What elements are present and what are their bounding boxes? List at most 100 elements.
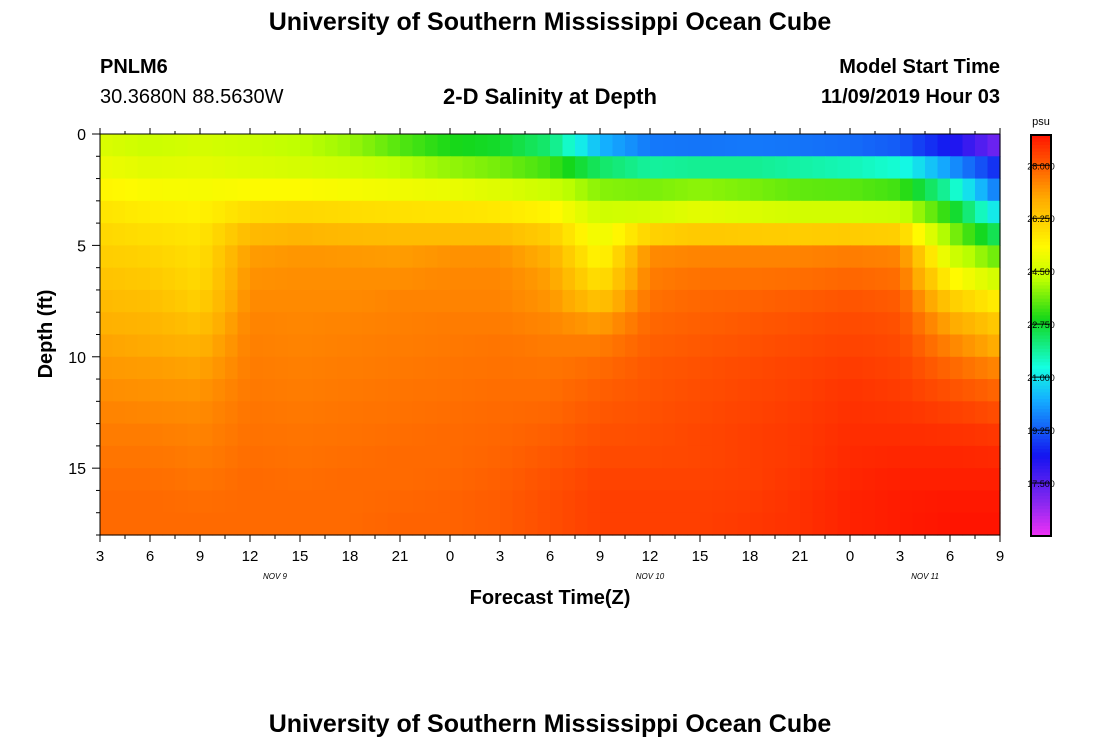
heatmap-cell [312,512,326,536]
heatmap-cell [462,223,476,246]
colorbar-segment [1031,479,1051,484]
heatmap-cell [900,267,914,291]
heatmap-cell [437,289,451,313]
heatmap-cell [625,356,639,380]
heatmap-cell [837,245,851,269]
heatmap-cell [762,334,776,358]
heatmap-cell [787,289,801,313]
colorbar-segment [1031,328,1051,333]
heatmap-cell [312,156,326,180]
heatmap-cell [425,445,439,469]
heatmap-cell [775,267,789,291]
heatmap-cell [462,334,476,358]
heatmap-cell [687,356,701,380]
heatmap-cell [325,178,339,202]
heatmap-cell [212,490,226,514]
heatmap-cell [525,401,539,425]
heatmap-cell [587,134,601,157]
heatmap-cell [475,468,489,492]
heatmap-cell [812,401,826,425]
x-tick-label: 18 [342,548,359,565]
heatmap-cell [375,468,389,492]
heatmap-cell [337,156,351,180]
heatmap-cell [675,445,689,469]
heatmap-cell [112,445,126,469]
heatmap-cell [187,134,201,157]
heatmap-cell [737,356,751,380]
colorbar-segment [1031,138,1051,143]
heatmap-cell [262,245,276,269]
heatmap-cell [437,356,451,380]
heatmap-cell [662,134,676,157]
heatmap-cell [400,334,414,358]
heatmap-cell [250,200,264,224]
heatmap-cell [400,512,414,536]
heatmap-cell [437,267,451,291]
heatmap-cell [687,223,701,246]
heatmap-cell [650,134,664,157]
colorbar-segment [1031,215,1051,220]
heatmap-cell [400,423,414,447]
heatmap-cell [800,223,814,246]
heatmap-cell [487,401,501,425]
colorbar-segment [1031,285,1051,290]
heatmap-cell [762,512,776,536]
heatmap-cell [600,134,614,157]
heatmap-cell [112,490,126,514]
heatmap-cell [187,423,201,447]
heatmap-cell [562,512,576,536]
heatmap-cell [662,334,676,358]
heatmap-cell [787,200,801,224]
heatmap-cell [512,379,526,402]
heatmap-cell [187,379,201,402]
heatmap-cell [162,134,176,157]
heatmap-cell [900,245,914,269]
x-tick-label: 12 [242,548,259,565]
colorbar-segment [1031,519,1051,524]
heatmap-cell [300,356,314,380]
heatmap-cell [400,468,414,492]
colorbar-segment [1031,268,1051,273]
heatmap-cell [250,156,264,180]
colorbar-segment [1031,395,1051,400]
heatmap-cell [375,512,389,536]
heatmap-cell [762,267,776,291]
heatmap-cell [162,490,176,514]
heatmap-cell [750,379,764,402]
heatmap-cell [400,200,414,224]
heatmap-cell [500,512,514,536]
heatmap-cell [412,334,426,358]
heatmap-cell [212,178,226,202]
colorbar-tick-label: 19.250 [1027,426,1055,436]
heatmap-cell [900,134,914,157]
heatmap-cell [512,134,526,157]
heatmap-cell [675,334,689,358]
heatmap-cell [562,178,576,202]
heatmap-cell [487,468,501,492]
heatmap-cell [437,490,451,514]
heatmap-cell [712,156,726,180]
heatmap-cell [287,490,301,514]
heatmap-cell [100,134,114,157]
heatmap-cell [625,512,639,536]
heatmap-cell [950,401,964,425]
heatmap-cell [875,312,889,336]
heatmap-cell [387,178,401,202]
x-tick-label: 15 [692,548,709,565]
heatmap-cell [125,512,139,536]
colorbar-segment [1031,415,1051,420]
colorbar-segment [1031,245,1051,250]
heatmap-cell [337,445,351,469]
colorbar-segment [1031,445,1051,450]
colorbar-segment [1031,325,1051,330]
heatmap-cell [500,267,514,291]
heatmap-cell [350,401,364,425]
colorbar-segment [1031,522,1051,527]
heatmap-cell [737,312,751,336]
heatmap-cell [637,156,651,180]
heatmap-cell [850,468,864,492]
heatmap-cell [387,289,401,313]
heatmap-cell [750,445,764,469]
heatmap-cell [562,334,576,358]
heatmap-cell [312,334,326,358]
